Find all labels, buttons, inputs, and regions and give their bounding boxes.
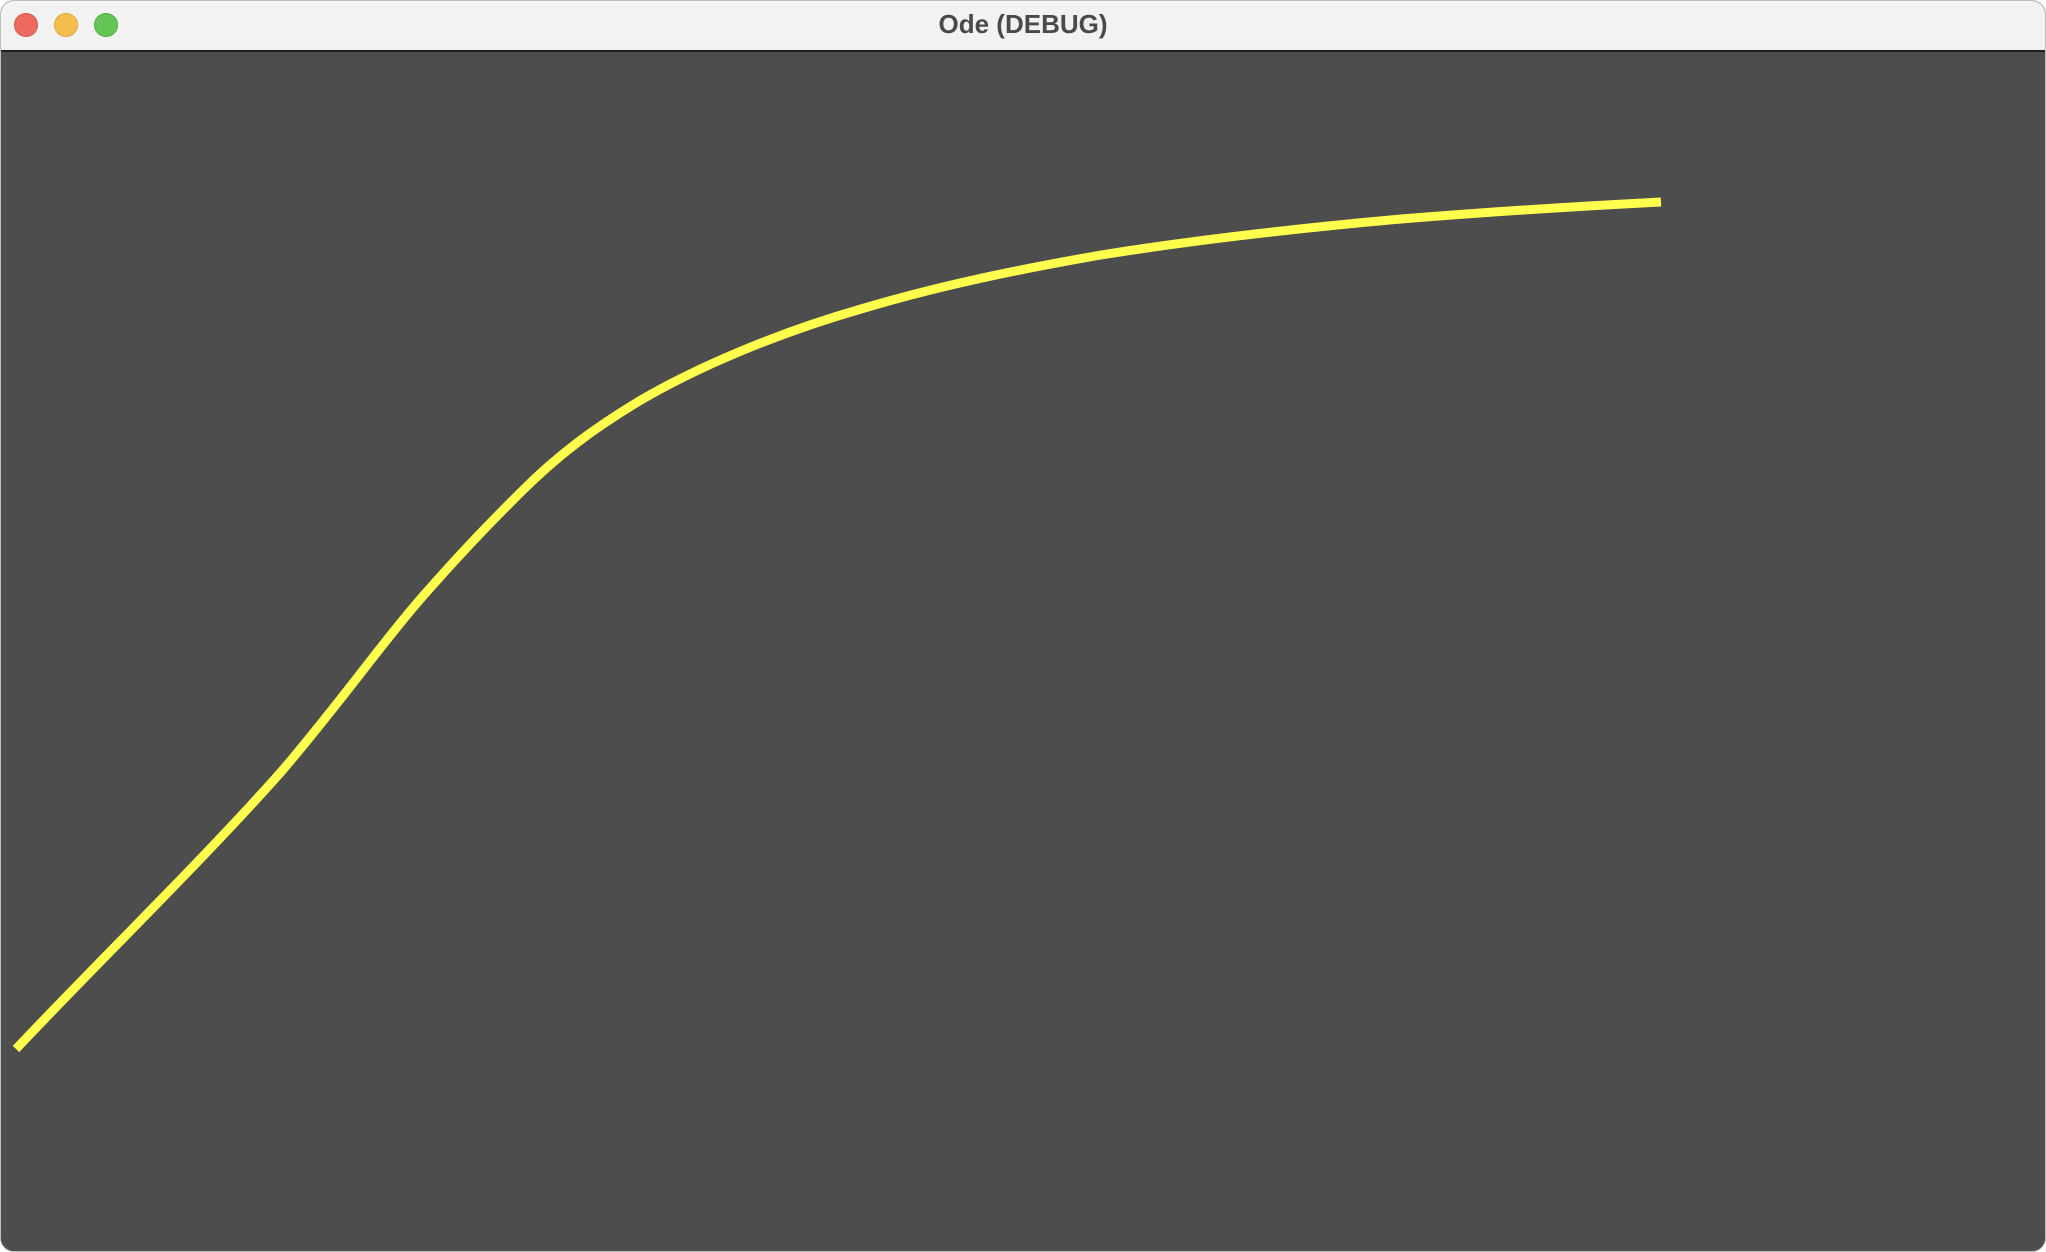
maximize-icon[interactable]	[94, 13, 118, 37]
curve-plot	[12, 197, 1662, 1053]
solution-curve	[12, 197, 1662, 1053]
drawing-canvas[interactable]	[1, 52, 2045, 1251]
window-title: Ode (DEBUG)	[938, 9, 1108, 39]
close-icon[interactable]	[14, 13, 38, 37]
title-bar[interactable]: Ode (DEBUG)	[1, 1, 2045, 52]
minimize-icon[interactable]	[54, 13, 78, 37]
